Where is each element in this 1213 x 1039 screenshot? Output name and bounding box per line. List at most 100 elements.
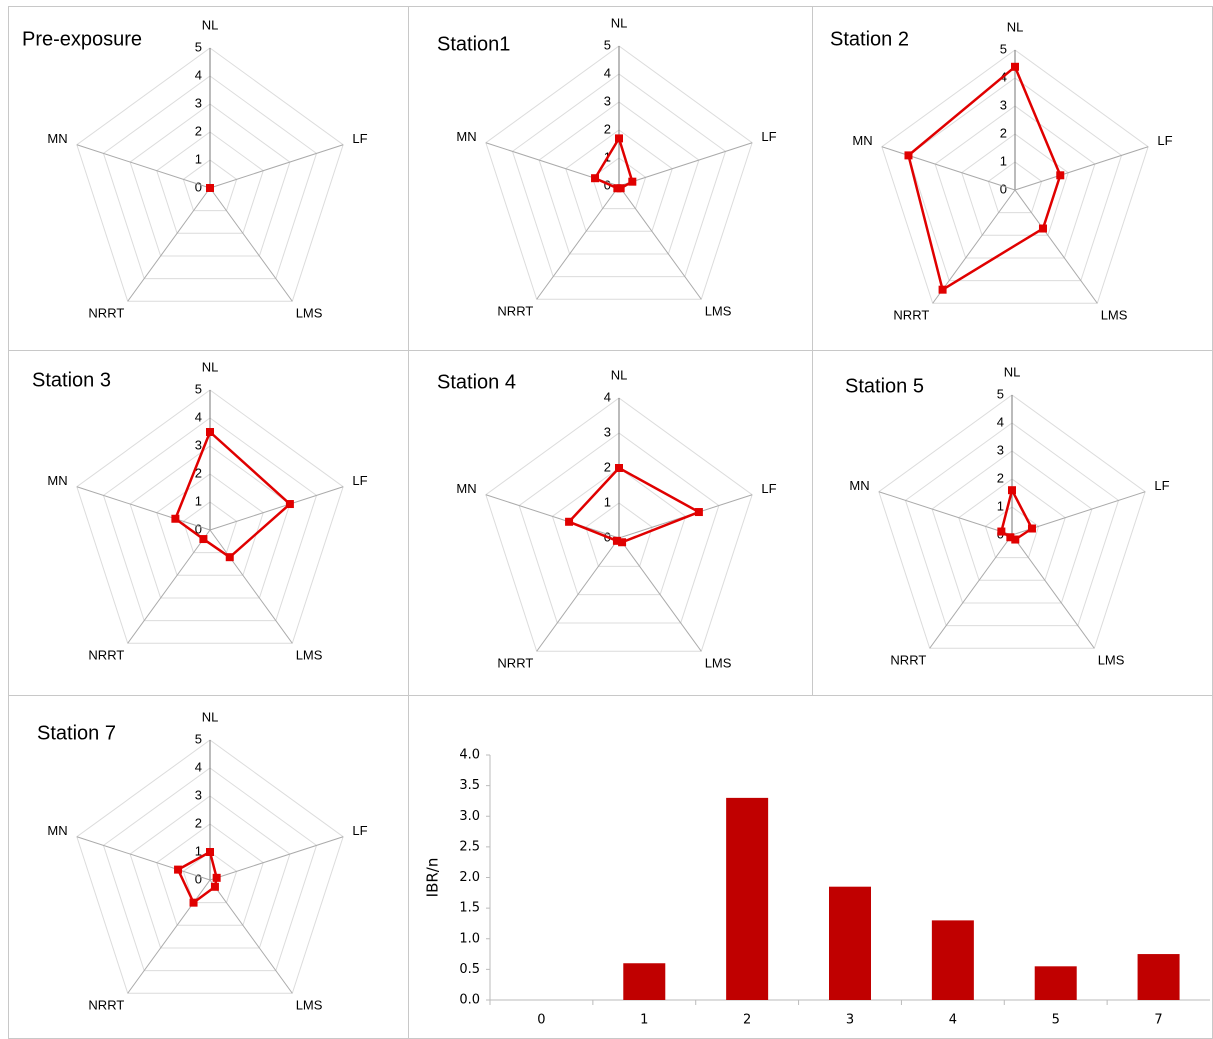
x-tick-label: 4 [949,1013,957,1028]
category-label: NRRT [88,998,124,1013]
r-tick-label: 3 [604,93,611,108]
grid-ring [538,101,700,255]
r-tick-label: 2 [195,465,202,480]
x-tick-label: 1 [640,1013,648,1028]
category-label: NL [1004,364,1021,379]
grid-ring [518,432,720,624]
category-label: LF [1157,133,1172,148]
r-tick-label: 3 [195,787,202,802]
chart-title: Station1 [437,33,510,55]
r-tick-label: 1 [195,843,202,858]
r-tick-label: 5 [604,37,611,52]
category-label: NRRT [893,308,929,323]
category-label: NL [202,709,219,724]
category-label: LF [352,473,367,488]
spoke [127,187,211,302]
bar [829,886,871,1000]
grid-ring [485,397,753,652]
grid-ring [156,473,264,576]
bar [1137,954,1180,1000]
r-tick-label: 5 [1000,41,1007,56]
bar [726,797,769,1000]
r-tick-label: 4 [997,414,1004,429]
x-tick-label: 0 [537,1013,545,1028]
spoke [76,144,211,189]
r-tick-label: 1 [997,498,1004,513]
panel-border [8,695,409,1039]
y-tick-label: 4.0 [459,748,480,763]
radar-marker [904,151,913,160]
r-tick-label: 2 [1000,125,1007,140]
grid-ring [987,161,1043,214]
chart-title: Station 5 [845,375,924,397]
radar-marker [171,514,180,523]
spoke [209,486,344,531]
grid-ring [551,467,687,596]
radar-marker [615,134,623,143]
y-tick-label: 2.0 [459,870,480,885]
category-label: NL [202,17,219,32]
grid-ring [156,823,264,926]
category-label: LMS [296,306,323,321]
spoke [127,529,211,644]
r-tick-label: 4 [604,65,611,80]
grid-ring [878,394,1146,649]
r-tick-label: 2 [195,123,202,138]
r-tick-label: 3 [997,442,1004,457]
r-tick-label: 2 [997,470,1004,485]
chart-title: Station 2 [830,28,909,50]
chart-title: Pre-exposure [22,28,142,50]
spoke [932,189,1016,304]
y-axis-label: IBR/n [424,858,442,898]
grid-ring [129,103,291,257]
category-label: LMS [705,656,732,671]
spoke [1014,189,1098,304]
category-label: NL [611,15,628,30]
grid-ring [102,417,318,622]
r-tick-label: 0 [1000,181,1007,196]
category-label: NRRT [497,656,533,671]
y-tick-label: 3.5 [459,778,480,793]
grid-ring [585,502,653,567]
spoke [618,142,753,187]
r-tick-label: 4 [195,409,202,424]
spoke [485,494,620,539]
panel-border [408,695,1213,1039]
r-tick-label: 5 [195,731,202,746]
grid-ring [76,389,344,644]
spoke [1011,534,1095,649]
radar-marker [1011,62,1019,71]
y-tick-label: 1.5 [459,901,480,916]
x-tick-label: 5 [1052,1013,1060,1028]
category-label: LF [761,481,776,496]
r-tick-label: 0 [195,871,202,886]
r-tick-label: 3 [195,95,202,110]
category-label: LMS [1101,308,1128,323]
y-tick-label: 3.0 [459,809,480,824]
radar-marker [206,184,214,192]
r-tick-label: 4 [604,389,611,404]
spoke [536,185,620,300]
spoke [878,491,1013,536]
category-label: NL [202,359,219,374]
category-label: NL [611,367,628,382]
radar-line [174,430,292,559]
r-tick-label: 3 [604,424,611,439]
chart-title: Station 7 [37,722,116,744]
grid-ring [511,73,727,278]
y-tick-label: 0.0 [459,993,480,1008]
x-tick-label: 2 [743,1013,751,1028]
radar-marker [997,527,1006,536]
radar-marker [618,538,627,547]
radar-marker [1011,535,1020,544]
spoke [881,146,1016,191]
spoke [76,836,211,881]
r-tick-label: 1 [1000,153,1007,168]
category-label: MN [47,823,67,838]
r-tick-label: 5 [997,386,1004,401]
category-label: MN [47,131,67,146]
r-tick-label: 3 [195,437,202,452]
r-tick-label: 5 [195,381,202,396]
grid-ring [182,501,238,554]
category-label: LMS [705,304,732,319]
